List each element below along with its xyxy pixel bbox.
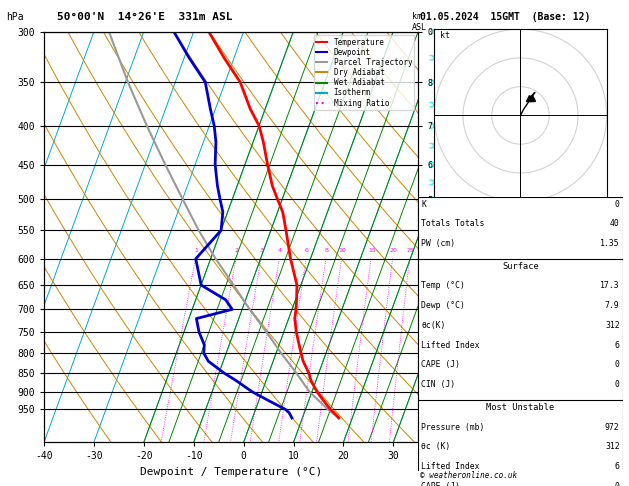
Text: Lifted Index: Lifted Index <box>421 341 480 350</box>
Text: θc (K): θc (K) <box>421 442 451 451</box>
Text: CAPE (J): CAPE (J) <box>421 482 460 486</box>
Y-axis label: Mixing Ratio (g/kg): Mixing Ratio (g/kg) <box>447 190 456 284</box>
FancyBboxPatch shape <box>418 259 623 403</box>
Text: 25: 25 <box>406 248 415 253</box>
Legend: Temperature, Dewpoint, Parcel Trajectory, Dry Adiabat, Wet Adiabat, Isotherm, Mi: Temperature, Dewpoint, Parcel Trajectory… <box>314 35 415 110</box>
Text: 6: 6 <box>615 462 620 471</box>
Text: 6: 6 <box>615 341 620 350</box>
Text: Totals Totals: Totals Totals <box>421 219 485 228</box>
Text: 17.3: 17.3 <box>600 281 620 291</box>
Text: 8: 8 <box>325 248 328 253</box>
Text: θc(K): θc(K) <box>421 321 446 330</box>
Text: 4: 4 <box>278 248 282 253</box>
Text: Lifted Index: Lifted Index <box>421 462 480 471</box>
Text: 2: 2 <box>235 248 239 253</box>
FancyBboxPatch shape <box>418 400 623 486</box>
Text: 972: 972 <box>605 422 620 432</box>
Text: Temp (°C): Temp (°C) <box>421 281 465 291</box>
FancyBboxPatch shape <box>418 197 623 261</box>
X-axis label: Dewpoint / Temperature (°C): Dewpoint / Temperature (°C) <box>140 467 322 477</box>
Text: 6: 6 <box>305 248 309 253</box>
Text: 1.35: 1.35 <box>600 239 620 248</box>
Text: CAPE (J): CAPE (J) <box>421 361 460 369</box>
Text: 0: 0 <box>615 482 620 486</box>
Text: 50°00'N  14°26'E  331m ASL: 50°00'N 14°26'E 331m ASL <box>57 12 232 22</box>
Text: 0: 0 <box>615 361 620 369</box>
Text: 312: 312 <box>605 321 620 330</box>
Text: km
ASL: km ASL <box>412 12 427 32</box>
Text: 20: 20 <box>389 248 397 253</box>
Text: 312: 312 <box>605 442 620 451</box>
Text: CIN (J): CIN (J) <box>421 380 455 389</box>
Text: K: K <box>421 200 426 208</box>
Text: Surface: Surface <box>502 261 539 271</box>
Text: Most Unstable: Most Unstable <box>486 403 555 412</box>
Text: 7.9: 7.9 <box>605 301 620 310</box>
Text: 15: 15 <box>368 248 376 253</box>
Text: Dewp (°C): Dewp (°C) <box>421 301 465 310</box>
Text: © weatheronline.co.uk: © weatheronline.co.uk <box>420 471 517 480</box>
Text: hPa: hPa <box>6 12 24 22</box>
Text: 0: 0 <box>615 380 620 389</box>
Text: 01.05.2024  15GMT  (Base: 12): 01.05.2024 15GMT (Base: 12) <box>420 12 591 22</box>
Text: Pressure (mb): Pressure (mb) <box>421 422 485 432</box>
Text: PW (cm): PW (cm) <box>421 239 455 248</box>
Text: 40: 40 <box>610 219 620 228</box>
Text: 10: 10 <box>338 248 346 253</box>
Text: 0: 0 <box>615 200 620 208</box>
Text: 3: 3 <box>260 248 264 253</box>
Text: 1: 1 <box>194 248 199 253</box>
Text: kt: kt <box>440 31 450 40</box>
